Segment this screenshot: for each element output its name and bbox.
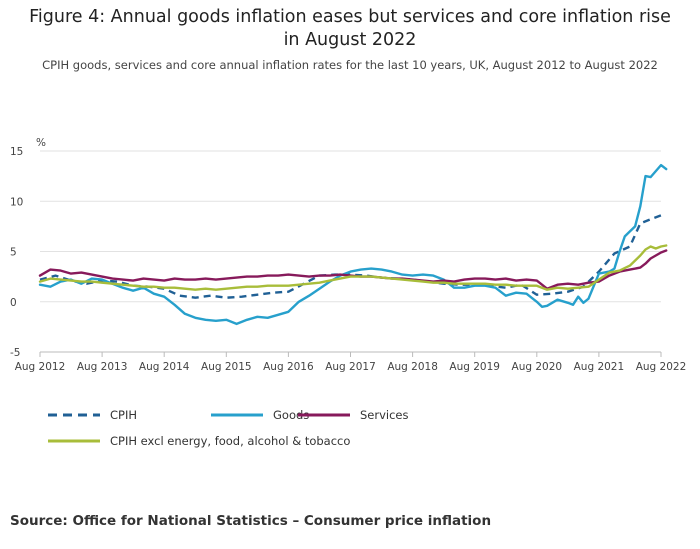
legend-swatch [211,413,263,417]
grid-lines [40,150,661,353]
x-tick-label: Aug 2017 [325,361,376,373]
x-tick-label: Aug 2020 [512,361,563,373]
chart-title: Figure 4: Annual goods inflation eases b… [0,6,700,52]
x-tick-label: Aug 2013 [77,361,128,373]
legend-item: Services [298,408,409,422]
x-tick-label: Aug 2018 [387,361,438,373]
legend-swatch [48,413,100,417]
x-tick-label: Aug 2021 [574,361,625,373]
legend-label: Services [360,408,409,422]
legend-item: Goods [211,408,309,422]
x-tick-label: Aug 2014 [139,361,190,373]
x-tick-label: Aug 2016 [263,361,314,373]
legend-item: CPIH excl energy, food, alcohol & tobacc… [48,434,350,448]
legend-swatch [298,413,350,417]
legend-item: CPIH [48,408,137,422]
legend-label: CPIH [110,408,138,422]
series-line-services [38,249,668,290]
x-tick-label: Aug 2015 [201,361,252,373]
chart-title-line-1: Figure 4: Annual goods inflation eases b… [29,7,671,27]
legend-swatch [48,439,100,443]
series-line-goods [38,163,668,326]
y-tick-label: 0 [10,297,17,309]
legend-label: Goods [273,408,310,422]
chart-title-line-2: in August 2022 [283,30,417,50]
legend-label: CPIH excl energy, food, alcohol & tobacc… [110,434,351,448]
y-axis-unit-label: % [36,137,46,149]
x-tick-label: Aug 2012 [15,361,66,373]
x-tick-label: Aug 2019 [449,361,500,373]
series-lines [38,163,668,326]
y-tick-label: 5 [10,247,17,259]
y-tick-label: 15 [10,146,23,158]
chart-subtitle: CPIH goods, services and core annual inf… [42,58,658,72]
axis-labels: 15 10 5 0 -5% Aug 2012 Aug 2013 Aug 2014 Aug 201… [10,137,686,373]
source-note: Source: Office for National Statistics –… [10,513,492,529]
x-tick-label: Aug 2022 [636,361,687,373]
y-tick-label: -5 [10,347,20,359]
x-axis [39,351,662,357]
series-line-cpih-excl-energy-food-alcohol-tobacco [38,244,668,291]
y-tick-label: 10 [10,196,23,208]
